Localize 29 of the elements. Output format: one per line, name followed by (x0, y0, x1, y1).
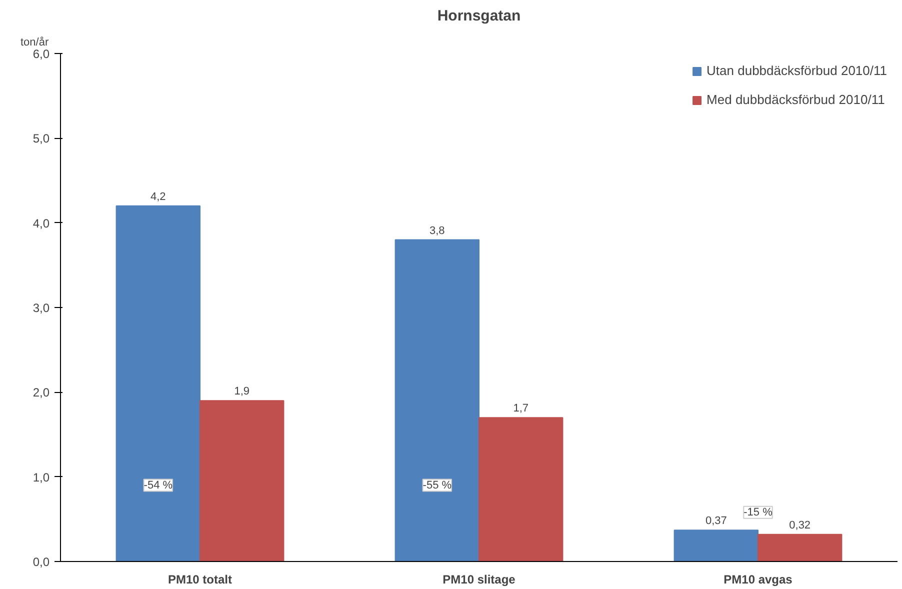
y-tick-label: 3,0 (32, 301, 50, 315)
annotation: -55 % (422, 479, 452, 492)
y-axis-title: ton/år (20, 36, 49, 48)
data-label: 1,7 (513, 402, 528, 415)
x-tick-label: PM10 totalt (168, 572, 232, 586)
data-label: 3,8 (430, 224, 445, 237)
bar (758, 534, 842, 562)
annotation: -54 % (144, 479, 173, 492)
legend-label: Med dubbdäcksförbud 2010/11 (706, 92, 885, 107)
bar (116, 205, 200, 562)
y-tick-label: 0,0 (32, 555, 50, 569)
bar (394, 239, 480, 562)
y-tick-label: 5,0 (32, 132, 50, 146)
bar (478, 417, 564, 562)
y-tick-label: 2,0 (32, 386, 50, 400)
bar (200, 400, 284, 562)
x-tick-label: PM10 slitage (442, 572, 516, 586)
data-label: 0,32 (789, 519, 811, 532)
annotation: -15 % (744, 506, 773, 518)
data-label: 1,9 (234, 386, 250, 398)
bar (674, 530, 758, 562)
y-tick-label: 6,0 (32, 47, 50, 61)
data-label: 0,37 (705, 515, 727, 528)
y-tick-label: 4,0 (32, 216, 50, 230)
x-tick-label: PM10 avgas (724, 572, 793, 586)
y-tick-label: 1,0 (32, 470, 50, 484)
data-label: 4,2 (150, 190, 166, 203)
legend-label: Utan dubbdäcksförbud 2010/11 (706, 63, 887, 78)
chart-title: Hornsgatan (437, 8, 521, 24)
